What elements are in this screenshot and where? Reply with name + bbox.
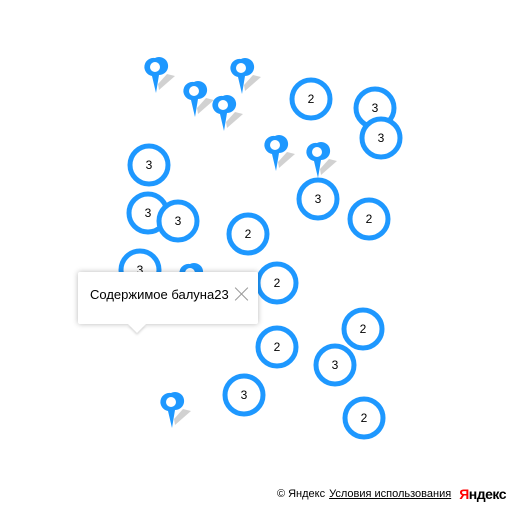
yandex-logo-first-letter: Я: [459, 486, 469, 502]
terms-link[interactable]: Условия использования: [329, 488, 452, 500]
cluster-icon[interactable]: 3: [313, 343, 357, 387]
close-icon[interactable]: [234, 286, 250, 302]
cluster-icon[interactable]: 2: [341, 307, 385, 351]
placemark-icon[interactable]: [264, 135, 295, 171]
cluster-icon[interactable]: 3: [127, 143, 171, 187]
yandex-logo-rest: ндекс: [468, 486, 507, 502]
cluster-count: 2: [274, 340, 281, 354]
cluster-count: 2: [361, 411, 368, 425]
copyright-text: © Яндекс: [276, 488, 326, 500]
placemark-icon[interactable]: [306, 142, 337, 178]
cluster-count: 3: [372, 101, 379, 115]
placemark-icon[interactable]: [144, 57, 175, 93]
placemark-icon[interactable]: [183, 81, 214, 117]
cluster-icon[interactable]: 2: [226, 212, 270, 256]
cluster-icon[interactable]: 2: [289, 77, 333, 121]
cluster-count: 2: [366, 212, 373, 226]
cluster-count: 3: [137, 263, 144, 277]
cluster-icon[interactable]: 2: [255, 261, 299, 305]
cluster-count: 2: [245, 227, 252, 241]
cluster-icon[interactable]: 3: [222, 373, 266, 417]
placemark-icon[interactable]: [230, 58, 261, 94]
cluster-count: 2: [274, 276, 281, 290]
cluster-icon[interactable]: 2: [255, 325, 299, 369]
cluster-icon[interactable]: 3: [156, 199, 200, 243]
cluster-count: 3: [315, 192, 322, 206]
cluster-count: 3: [146, 158, 153, 172]
cluster-icon[interactable]: 3: [359, 116, 403, 160]
placemark-icon[interactable]: [212, 95, 243, 131]
cluster-count: 3: [241, 388, 248, 402]
cluster-icon[interactable]: 2: [342, 396, 386, 440]
balloon-content: Содержимое балуна23: [90, 287, 229, 302]
yandex-logo[interactable]: Яндекс: [459, 486, 506, 502]
cluster-count: 3: [175, 214, 182, 228]
cluster-icon[interactable]: 2: [347, 197, 391, 241]
placemark-icon[interactable]: [160, 392, 191, 428]
cluster-count: 2: [308, 92, 315, 106]
cluster-icon[interactable]: 3: [296, 177, 340, 221]
balloon: Содержимое балуна23: [78, 272, 258, 324]
cluster-count: 3: [145, 206, 152, 220]
cluster-count: 3: [378, 131, 385, 145]
cluster-count: 2: [360, 322, 367, 336]
cluster-count: 3: [332, 358, 339, 372]
copyrights: © Яндекс Условия использования Яндекс: [276, 486, 507, 502]
